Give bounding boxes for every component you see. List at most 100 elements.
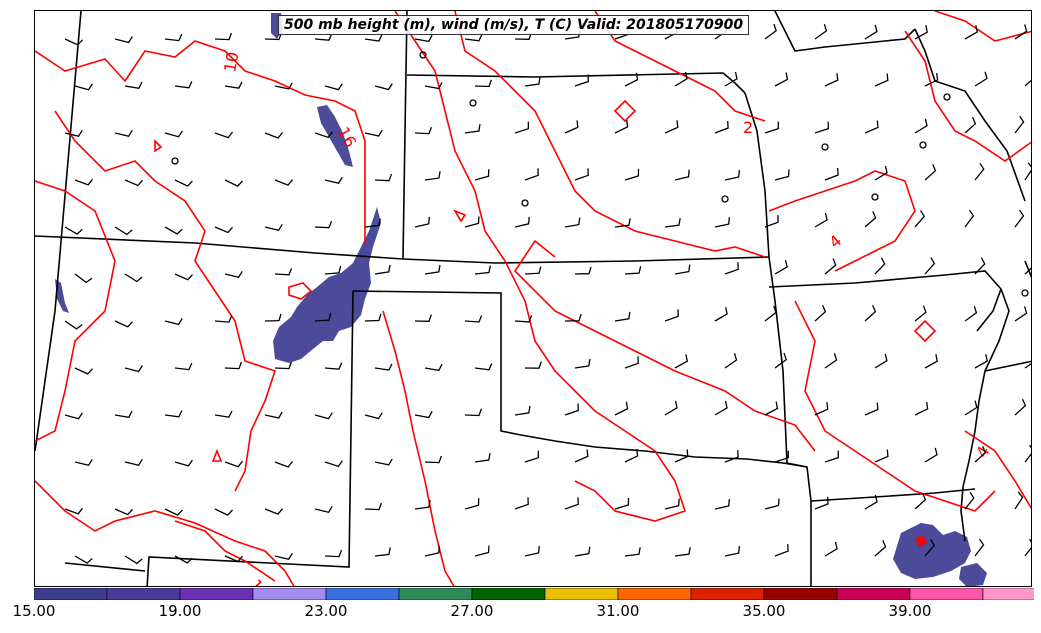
wind-barb [874, 353, 888, 369]
wind-barb [414, 500, 431, 510]
wind-barb [124, 179, 143, 187]
shaded-regions [55, 13, 987, 586]
colorbar-segment [763, 588, 838, 600]
wind-barb [414, 34, 433, 43]
wind-barb [774, 72, 789, 87]
wind-barb [374, 458, 393, 466]
wind-barb [464, 34, 483, 42]
colorbar-tick-label: 15.00 [12, 602, 56, 620]
wind-barb [924, 539, 935, 557]
wind-barb [164, 508, 183, 516]
colorbar-tick-label: 31.00 [596, 602, 640, 620]
wind-barb [414, 126, 433, 135]
wind-barb [474, 452, 491, 463]
colorbar-segment [179, 588, 254, 600]
wind-barb [614, 311, 631, 322]
plot-title: 500 mb height (m), wind (m/s), T (C) Val… [278, 15, 750, 35]
wind-barb [774, 352, 787, 369]
wind-barb [374, 363, 393, 371]
colorbar-tick-label: 19.00 [158, 602, 202, 620]
wind-barb [224, 460, 244, 468]
colorbar-segment [690, 588, 765, 600]
wind-barb [724, 546, 741, 557]
wind-barb [724, 353, 738, 369]
wind-barb [774, 450, 789, 463]
wind-barb [674, 449, 689, 463]
calm-wind-circle [919, 141, 927, 149]
wind-barb [1014, 306, 1028, 322]
wind-barb [664, 218, 681, 228]
wind-barb [774, 169, 790, 181]
wind-barb [664, 309, 679, 322]
wind-barb [314, 131, 333, 139]
wind-barb [914, 118, 928, 134]
wind-barb [114, 129, 133, 137]
wind-barb [824, 73, 839, 87]
wind-barb [1014, 398, 1027, 416]
wind-barb [314, 313, 332, 322]
wind-barb [864, 120, 879, 134]
wind-barb [814, 496, 829, 510]
colorbar-segment [325, 588, 400, 600]
wind-barb [414, 216, 430, 228]
wind-barb [924, 164, 937, 181]
wind-barb [924, 257, 936, 275]
wind-barb [674, 71, 688, 87]
wind-barb [724, 262, 739, 275]
wind-barb [614, 218, 631, 228]
wind-barb [924, 72, 939, 87]
wind-barb [64, 129, 83, 137]
wind-barb [924, 354, 938, 369]
wind-barb [474, 545, 490, 557]
wind-barb [514, 405, 531, 416]
wind-barb [474, 169, 490, 181]
wind-barb [764, 23, 777, 40]
wind-barb [224, 361, 243, 370]
wind-barb [214, 131, 234, 139]
wind-barb [764, 215, 779, 228]
wind-barb [814, 24, 828, 40]
wind-barb [914, 305, 927, 322]
wind-barb [864, 494, 878, 510]
wind-barb [124, 365, 143, 373]
wind-barb [564, 313, 582, 322]
wind-barb [724, 169, 741, 181]
wind-barb [74, 178, 94, 186]
wind-barb [164, 130, 183, 138]
temperature-contours [35, 11, 1031, 586]
wind-barb [474, 79, 493, 88]
wind-barb [164, 226, 183, 235]
wind-barb [564, 120, 579, 134]
wind-barb [414, 314, 432, 322]
wind-barb [114, 508, 133, 516]
wind-barb [564, 497, 579, 510]
colorbar-tick-label: 23.00 [304, 602, 348, 620]
wind-barb [174, 81, 193, 89]
wind-barb [824, 541, 838, 557]
wind-barb [74, 273, 93, 284]
wind-barb [174, 273, 193, 281]
wind-barb [64, 507, 84, 515]
wind-barb [664, 400, 678, 416]
wind-barb [514, 216, 530, 228]
wind-barb [114, 320, 133, 328]
wind-barb [914, 493, 927, 510]
wind-barb [664, 498, 680, 510]
wind-barb [774, 544, 789, 557]
wind-barb [674, 354, 689, 369]
calm-wind-circle [1021, 289, 1029, 297]
wind-barb [114, 410, 133, 419]
wind-barb [924, 447, 938, 463]
wind-barb [124, 458, 143, 466]
wind-barb [874, 73, 889, 87]
wind-barb [224, 555, 243, 563]
contour-label: 2 [743, 118, 753, 137]
wind-barb [214, 508, 233, 516]
wind-barb [514, 121, 530, 134]
wind-barb [474, 363, 493, 371]
wind-barb [824, 258, 837, 275]
wind-barb [864, 211, 877, 228]
colorbar [34, 588, 1034, 600]
wind-barb [614, 497, 630, 510]
calm-wind-circle [871, 193, 879, 201]
